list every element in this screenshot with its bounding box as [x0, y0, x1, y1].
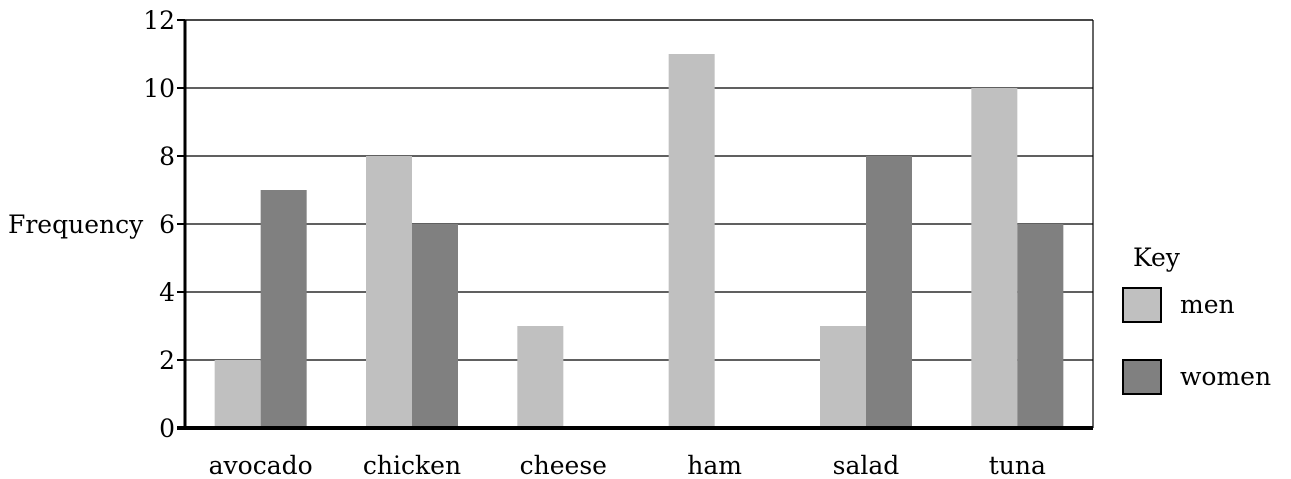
bar-men-cheese: [517, 326, 564, 428]
legend-title: Key: [1133, 243, 1181, 272]
gridlines: [185, 19, 1093, 361]
x-category-label: chicken: [363, 451, 461, 479]
y-tick-label: 8: [159, 142, 175, 171]
bar-men-tuna: [971, 88, 1018, 428]
x-category-label: ham: [687, 451, 742, 479]
y-tick-labels: 0 2 4 6 8 10 12: [143, 6, 175, 443]
bar-women-avocado: [260, 190, 307, 428]
bar-men-ham: [668, 54, 715, 428]
y-tick-label: 12: [143, 6, 175, 35]
legend: Key men women: [1122, 243, 1271, 395]
x-category-label: tuna: [989, 451, 1046, 479]
y-tick-label: 2: [159, 346, 175, 375]
bar-women-tuna: [1017, 224, 1064, 428]
legend-label-women: women: [1180, 362, 1271, 391]
bar-men-avocado: [214, 360, 261, 428]
x-category-label: cheese: [520, 451, 607, 479]
y-tick-label: 10: [143, 74, 175, 103]
legend-swatch-men: [1122, 287, 1162, 323]
bar-men-chicken: [366, 156, 412, 428]
bars: [214, 54, 1064, 428]
bar-women-salad: [866, 156, 912, 428]
x-category-label: avocado: [209, 451, 313, 479]
legend-label-men: men: [1180, 290, 1235, 319]
y-tick-label: 6: [159, 210, 175, 239]
y-axis-title: Frequency: [8, 210, 144, 239]
bar-men-salad: [820, 326, 866, 428]
legend-swatch-women: [1122, 359, 1162, 395]
y-tick-label: 4: [159, 278, 175, 307]
bar-women-chicken: [412, 224, 458, 428]
axes: [177, 19, 1094, 430]
y-tick-label: 0: [159, 414, 175, 443]
x-category-labels: avocado chicken cheese ham salad tuna: [209, 451, 1046, 479]
x-category-label: salad: [833, 451, 900, 479]
